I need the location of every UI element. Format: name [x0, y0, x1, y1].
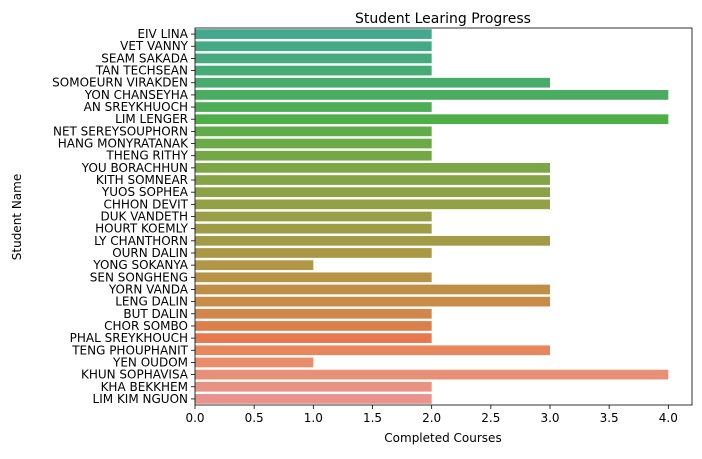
y-tick-label: YEN OUDOM	[112, 355, 188, 369]
y-tick-label: TAN TECHSEAN	[95, 64, 188, 78]
bar	[195, 150, 432, 161]
bar	[195, 114, 669, 125]
bar	[195, 126, 432, 137]
y-tick-label: EIV LINA	[137, 27, 188, 41]
bar	[195, 90, 669, 100]
bar	[195, 333, 432, 343]
bar	[195, 211, 432, 222]
y-tick-label: VET VANNY	[120, 39, 189, 53]
y-tick-label: CHHON DEVIT	[103, 197, 188, 211]
bar	[195, 235, 550, 246]
y-tick-label: SOMOEURN VIRAKDEN	[52, 76, 188, 90]
y-tick-label: SEAM SAKADA	[101, 51, 189, 65]
y-tick-label: YOU BORACHHUN	[81, 161, 188, 175]
bar	[195, 369, 669, 380]
x-tick-label: 0.0	[185, 411, 204, 425]
bar	[195, 138, 432, 149]
bar	[195, 394, 432, 404]
plot-border	[194, 27, 693, 406]
y-tick-label: BUT DALIN	[123, 307, 188, 321]
y-axis-label: Student Name	[10, 174, 24, 260]
bar	[195, 345, 550, 356]
y-tick-label: LIM KIM NGUON	[93, 392, 188, 406]
y-tick-label: OURN DALIN	[112, 246, 188, 260]
bar	[195, 175, 550, 185]
y-tick-label: LY CHANTHORN	[94, 234, 188, 248]
y-tick-label: HANG MONYRATANAK	[58, 137, 189, 151]
y-tick-label: HOURT KOEMLY	[95, 222, 189, 236]
y-tick-label: KITH SOMNEAR	[96, 173, 188, 187]
bar	[195, 381, 432, 392]
chart-title: Student Learing Progress	[355, 11, 531, 27]
bar	[195, 284, 550, 295]
y-tick-label: PHAL SREYKHOUCH	[70, 331, 188, 345]
y-tick-label: LIM LENGER	[115, 112, 188, 126]
bar	[195, 260, 314, 271]
bar	[195, 77, 550, 88]
x-tick-label: 0.5	[245, 411, 264, 425]
x-tick-group: 0.0 0.5 1.0 1.5 2.0 2.5 3.0 3.5 4.0	[185, 405, 678, 425]
x-tick-label: 1.0	[304, 411, 323, 425]
y-tick-label: AN SREYKHUOCH	[84, 100, 188, 114]
bars-group	[195, 29, 669, 404]
y-tick-label: NET SEREYSOUPHORN	[53, 124, 188, 138]
bar	[195, 272, 432, 283]
y-tick-label: CHOR SOMBO	[104, 319, 188, 333]
bar	[195, 296, 550, 307]
bar	[195, 199, 550, 210]
y-tick-label: YON CHANSEYHA	[84, 88, 189, 102]
y-tick-label: YONG SOKANYA	[92, 258, 189, 272]
x-axis-label: Completed Courses	[384, 431, 501, 445]
bar	[195, 187, 550, 198]
x-tick-label: 4.0	[659, 411, 678, 425]
plot-frame	[194, 27, 693, 406]
bar	[195, 223, 432, 234]
x-tick-label: 3.5	[600, 411, 619, 425]
y-tick-label: YUOS SOPHEA	[101, 185, 189, 199]
bar	[195, 308, 432, 319]
bar	[195, 29, 432, 39]
bar	[195, 53, 432, 64]
y-tick-label: DUK VANDETH	[100, 210, 188, 224]
bar	[195, 248, 432, 258]
bar	[195, 162, 550, 173]
y-tick-label: THENG RITHY	[105, 149, 188, 163]
y-tick-label: YORN VANDA	[108, 282, 189, 296]
y-tick-label: LENG DALIN	[115, 295, 188, 309]
y-tick-label: TENG PHOUPHANIT	[71, 343, 188, 357]
y-tick-label: SEN SONGHENG	[90, 270, 188, 284]
x-tick-label: 2.0	[422, 411, 441, 425]
x-tick-label: 2.5	[481, 411, 500, 425]
bar	[195, 321, 432, 331]
bar	[195, 357, 314, 368]
y-tick-label: KHUN SOPHAVISA	[81, 368, 189, 382]
bar	[195, 102, 432, 112]
x-tick-label: 3.0	[540, 411, 559, 425]
y-tick-label: KHA BEKKHEM	[101, 380, 188, 394]
bar	[195, 41, 432, 52]
x-tick-label: 1.5	[363, 411, 382, 425]
bar	[195, 65, 432, 76]
